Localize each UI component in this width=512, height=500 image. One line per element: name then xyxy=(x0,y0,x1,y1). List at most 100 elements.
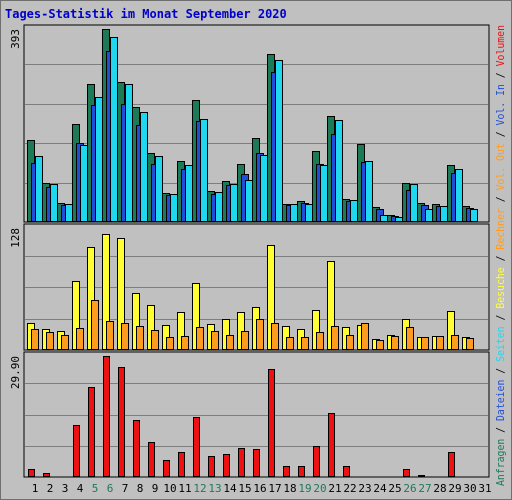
rechner-bar-day-3 xyxy=(61,335,69,350)
rechner-bar-day-2 xyxy=(46,332,54,350)
rechner-bar-day-18 xyxy=(286,337,294,350)
rechner-bar-day-10 xyxy=(166,337,174,350)
volumen-bar-day-1 xyxy=(28,469,35,477)
top-ymax-label: 393 xyxy=(9,29,22,49)
seiten-bar-day-10 xyxy=(170,194,178,222)
volumen-bar-day-26 xyxy=(403,469,410,477)
x-tick-day-11: 11 xyxy=(178,482,191,495)
x-tick-day-22: 22 xyxy=(343,482,356,495)
rechner-bar-day-24 xyxy=(376,340,384,350)
rechner-bar-day-17 xyxy=(271,323,279,350)
volumen-bar-day-12 xyxy=(193,417,200,477)
x-tick-day-14: 14 xyxy=(223,482,237,495)
seiten-bar-day-1 xyxy=(35,156,43,222)
x-tick-day-6: 6 xyxy=(107,482,114,495)
rechner-bar-day-8 xyxy=(136,326,144,350)
volumen-bar-day-18 xyxy=(283,466,290,477)
rechner-bar-day-15 xyxy=(241,331,249,350)
seiten-bar-day-21 xyxy=(335,120,343,222)
x-tick-day-21: 21 xyxy=(328,482,341,495)
seiten-bar-day-3 xyxy=(65,204,73,222)
volumen-bar-day-9 xyxy=(148,442,155,477)
x-tick-day-20: 20 xyxy=(313,482,326,495)
rechner-bar-day-23 xyxy=(361,323,369,350)
x-tick-day-10: 10 xyxy=(163,482,176,495)
volumen-bar-day-6 xyxy=(103,356,110,477)
volumen-bar-day-13 xyxy=(208,456,215,477)
rechner-bar-day-20 xyxy=(316,332,324,350)
rechner-bar-day-28 xyxy=(436,336,444,350)
rechner-bar-day-9 xyxy=(151,330,159,350)
seiten-bar-day-23 xyxy=(365,161,373,222)
x-tick-day-31: 31 xyxy=(478,482,491,495)
seiten-bar-day-29 xyxy=(455,169,463,222)
seiten-bar-day-30 xyxy=(470,209,478,222)
legend-item: Seiten xyxy=(494,326,507,361)
volumen-bar-day-16 xyxy=(253,449,260,477)
legend-item: Besuche xyxy=(494,267,507,308)
seiten-bar-day-16 xyxy=(260,155,268,222)
x-tick-day-30: 30 xyxy=(463,482,476,495)
seiten-bar-day-4 xyxy=(80,145,88,222)
seiten-bar-day-27 xyxy=(425,209,433,222)
rechner-bar-day-11 xyxy=(181,336,189,350)
chart-title: Tages-Statistik im Monat September 2020 xyxy=(5,7,287,21)
x-tick-day-17: 17 xyxy=(268,482,281,495)
rechner-bar-day-7 xyxy=(121,323,129,350)
legend-item: / xyxy=(494,362,507,380)
volumen-bar-day-20 xyxy=(313,446,320,477)
seiten-bar-day-8 xyxy=(140,112,148,222)
rechner-bar-day-19 xyxy=(301,337,309,350)
legend-item: / xyxy=(494,250,507,268)
seiten-bar-day-2 xyxy=(50,184,58,222)
seiten-bar-day-25 xyxy=(395,217,403,222)
legend-item: Volumen xyxy=(494,25,507,66)
rechner-bar-day-16 xyxy=(256,319,264,350)
seiten-bar-day-12 xyxy=(200,119,208,222)
rechner-bar-day-6 xyxy=(106,321,114,350)
x-tick-day-5: 5 xyxy=(92,482,99,495)
seiten-bar-day-22 xyxy=(350,200,358,222)
x-tick-day-23: 23 xyxy=(358,482,371,495)
x-tick-day-2: 2 xyxy=(47,482,54,495)
rechner-bar-day-29 xyxy=(451,335,459,350)
x-tick-day-27: 27 xyxy=(418,482,431,495)
rechner-bar-day-1 xyxy=(31,329,39,350)
volumen-bar-day-11 xyxy=(178,452,185,477)
rechner-bar-day-12 xyxy=(196,327,204,350)
seiten-bar-day-14 xyxy=(230,184,238,222)
seiten-bar-day-26 xyxy=(410,184,418,222)
seiten-bar-day-15 xyxy=(245,180,253,222)
x-tick-day-29: 29 xyxy=(448,482,461,495)
series-legend: Anfragen / Dateien / Seiten / Besuche / … xyxy=(494,25,507,486)
x-tick-day-12: 12 xyxy=(193,482,206,495)
volumen-bar-day-17 xyxy=(268,369,275,477)
x-tick-day-26: 26 xyxy=(403,482,416,495)
x-tick-day-7: 7 xyxy=(122,482,129,495)
x-tick-day-13: 13 xyxy=(208,482,221,495)
rechner-bar-day-27 xyxy=(421,337,429,350)
volumen-bar-day-27 xyxy=(418,475,425,477)
volumen-bar-day-22 xyxy=(343,466,350,477)
rechner-bar-day-25 xyxy=(391,336,399,350)
rechner-bar-day-21 xyxy=(331,326,339,350)
x-tick-day-16: 16 xyxy=(253,482,266,495)
seiten-bar-day-24 xyxy=(380,215,388,222)
volumen-bar-day-10 xyxy=(163,460,170,477)
x-tick-day-1: 1 xyxy=(32,482,39,495)
x-tick-day-25: 25 xyxy=(388,482,401,495)
legend-item: Dateien xyxy=(494,380,507,421)
bottom-ymax-label: 29.90 xyxy=(9,356,22,389)
volumen-bar-day-8 xyxy=(133,420,140,477)
volumen-bar-day-29 xyxy=(448,452,455,477)
seiten-bar-day-11 xyxy=(185,165,193,222)
seiten-bar-day-9 xyxy=(155,156,163,222)
legend-item: / xyxy=(494,190,507,208)
legend-item: Anfragen xyxy=(494,439,507,486)
rechner-bar-day-22 xyxy=(346,335,354,350)
legend-item: Vol. In xyxy=(494,84,507,125)
middle-ymax-label: 128 xyxy=(9,228,22,248)
rechner-bar-day-30 xyxy=(466,338,474,350)
x-tick-day-9: 9 xyxy=(152,482,159,495)
